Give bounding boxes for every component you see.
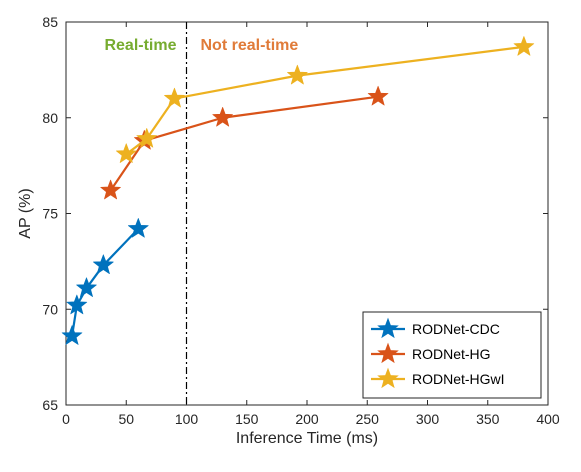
data-point-star xyxy=(164,87,185,108)
data-point-star xyxy=(287,64,308,85)
x-tick-label: 250 xyxy=(356,411,380,427)
y-tick-label: 65 xyxy=(42,397,58,413)
x-tick-label: 50 xyxy=(118,411,134,427)
data-point-star xyxy=(61,325,83,345)
data-point-star xyxy=(100,179,121,200)
y-tick-label: 80 xyxy=(42,110,58,126)
x-axis-label: Inference Time (ms) xyxy=(236,430,378,447)
not-realtime-label: Not real-time xyxy=(201,37,299,54)
x-tick-label: 0 xyxy=(62,411,70,427)
data-point-star xyxy=(136,128,158,148)
realtime-label: Real-time xyxy=(104,37,176,54)
legend-label: RODNet-CDC xyxy=(412,321,500,337)
y-axis-label: AP (%) xyxy=(17,188,34,238)
legend-star-icon xyxy=(377,342,399,364)
data-point-star xyxy=(212,106,233,127)
x-tick-label: 350 xyxy=(476,411,500,427)
y-tick-label: 70 xyxy=(42,301,58,317)
data-point-star xyxy=(513,36,535,56)
x-tick-label: 100 xyxy=(175,411,199,427)
data-point-star xyxy=(128,218,149,238)
legend-label: RODNet-HGwI xyxy=(412,371,505,387)
legend-label: RODNet-HG xyxy=(412,346,491,362)
data-point-star xyxy=(367,85,389,106)
data-point-star xyxy=(66,294,88,315)
x-tick-label: 400 xyxy=(536,411,560,427)
series-line-0 xyxy=(70,228,140,337)
data-point-star xyxy=(115,143,137,163)
series-line-2 xyxy=(125,45,525,156)
x-tick-label: 150 xyxy=(235,411,259,427)
series-line-1 xyxy=(109,95,379,192)
legend-star-icon xyxy=(377,317,399,339)
x-tick-label: 300 xyxy=(416,411,440,427)
x-tick-label: 200 xyxy=(295,411,319,427)
y-tick-label: 75 xyxy=(42,206,58,222)
data-point-star xyxy=(76,277,97,297)
y-tick-label: 85 xyxy=(42,14,58,30)
plot-layer: 0 50 100 150 200 250 300 350 400 65 70 75 80 85 Infere… xyxy=(17,14,560,447)
legend-star-icon xyxy=(377,367,399,389)
data-point-star xyxy=(93,254,114,275)
